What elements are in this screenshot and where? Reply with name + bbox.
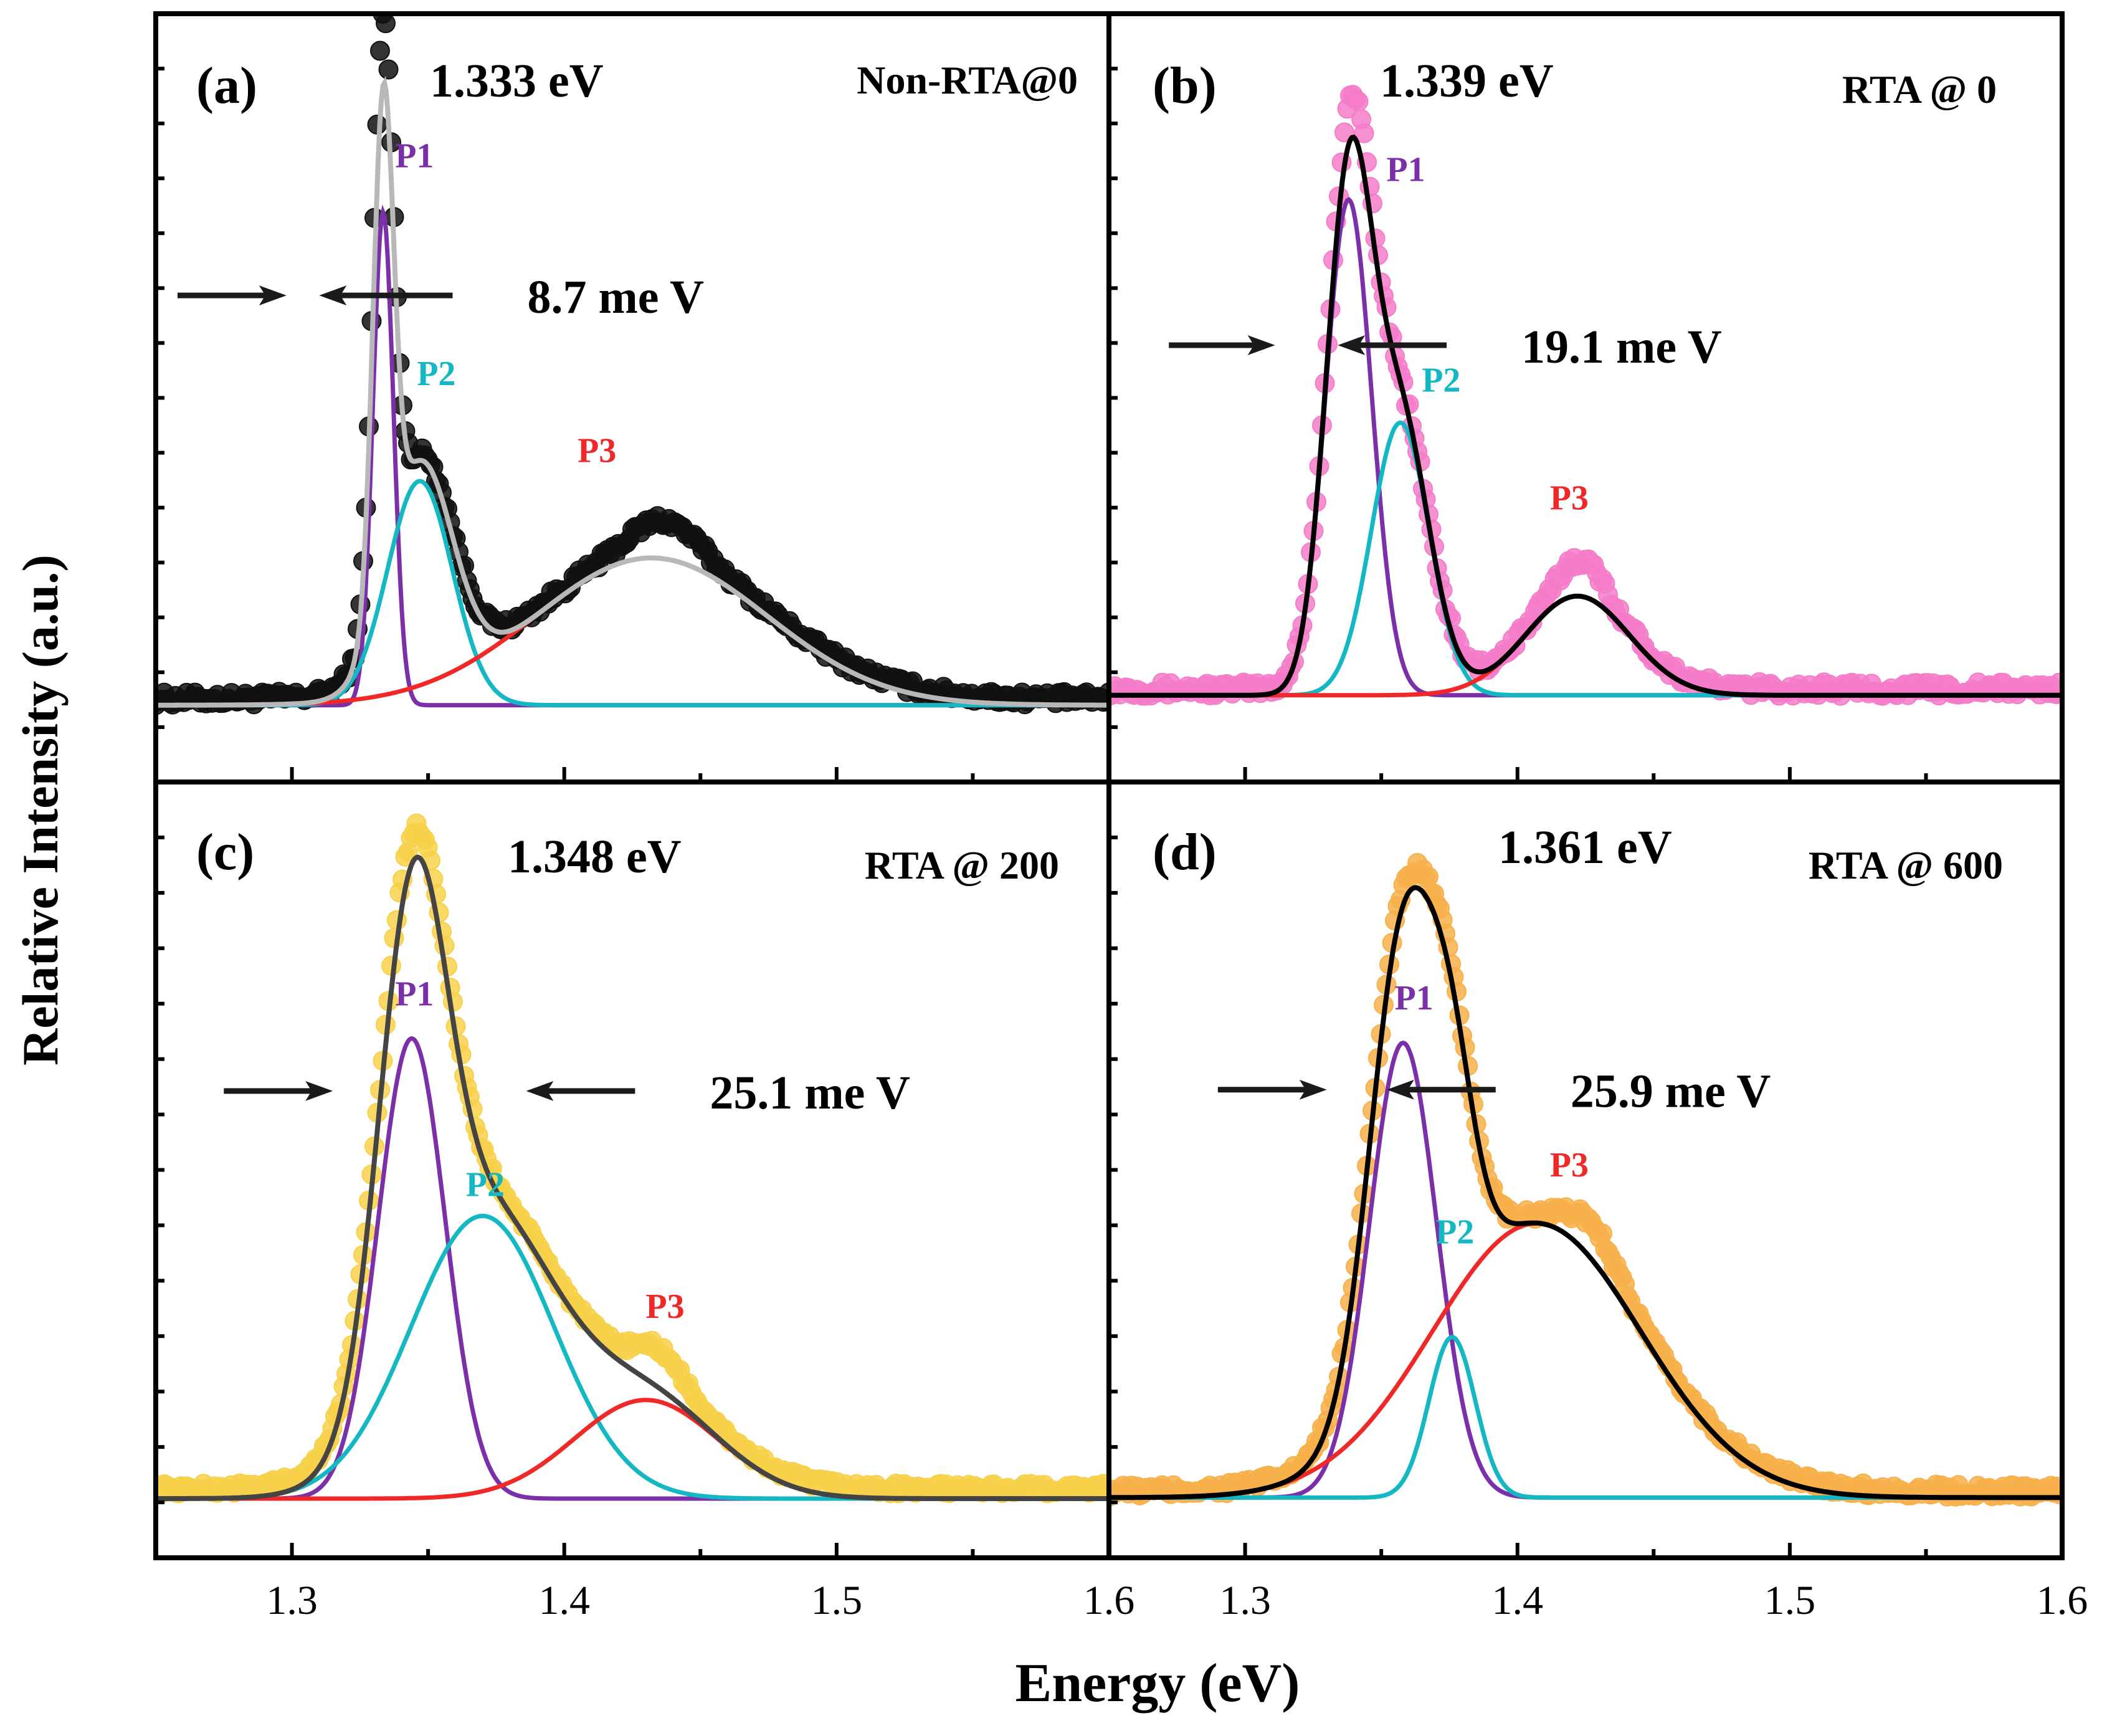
x-tick-label: 1.3 (1219, 1578, 1271, 1623)
condition-label: Non-RTA@0 (857, 58, 1078, 102)
x-tick-label: 1.5 (811, 1578, 863, 1623)
fit-line (156, 75, 1109, 708)
plot-area (156, 14, 1109, 715)
panels: P1 P2 P3 8.7 me V (a) 1.333 eV Non-RTA@0 P1 P2 P3… (153, 11, 2088, 1623)
y-axis-label: Relative Intensity (a.u.) (12, 555, 69, 1066)
arrow-head (526, 1080, 554, 1101)
peak-label-p1: P1 (1394, 979, 1433, 1018)
condition-label: RTA @ 200 (865, 843, 1059, 887)
data-point (376, 14, 396, 34)
data-point (378, 59, 399, 80)
panel-label: (c) (196, 823, 254, 881)
x-tick-label: 1.5 (1764, 1578, 1816, 1623)
fit-line (1109, 134, 2062, 698)
peak-label-p1: P1 (1386, 151, 1425, 189)
fwhm-arrows (1169, 335, 1447, 355)
arrow-head (1338, 335, 1366, 355)
arrow-head (259, 285, 287, 306)
peak-energy-label: 1.361 eV (1498, 821, 1672, 874)
panel-label: (b) (1153, 57, 1217, 115)
x-tick-label: 1.6 (1083, 1578, 1135, 1623)
x-tick-label: 1.3 (266, 1578, 318, 1623)
x-tick-label: 1.6 (2037, 1578, 2088, 1623)
data-point (1334, 122, 1354, 143)
peak-energy-label: 1.348 eV (508, 831, 682, 883)
data-point (1354, 123, 1374, 143)
plot-area (156, 813, 1109, 1504)
condition-label: RTA @ 600 (1809, 843, 2003, 887)
peak-label-p1: P1 (395, 975, 434, 1014)
peak-label-p2: P2 (1435, 1213, 1474, 1252)
peak-label-p2: P2 (466, 1166, 505, 1204)
x-tick-label: 1.4 (1491, 1578, 1543, 1623)
fit-line (1109, 885, 2062, 1500)
fwhm-arrows (177, 285, 453, 306)
y-ticks (156, 835, 164, 1505)
peak-label-p1: P1 (395, 137, 434, 176)
peak-label-p3: P3 (645, 1287, 684, 1326)
arrow-head (1299, 1079, 1327, 1100)
fwhm-value: 8.7 me V (527, 271, 704, 323)
panel-a: P1 P2 P3 8.7 me V (a) 1.333 eV Non-RTA@0 (153, 11, 1111, 785)
peak-energy-label: 1.333 eV (430, 55, 604, 107)
peak-label-p2: P2 (1422, 361, 1460, 400)
fit-line (156, 854, 1109, 1501)
plot-area (1109, 85, 2062, 706)
peak-label-p3: P3 (578, 431, 616, 470)
y-ticks (1109, 67, 1118, 729)
peak-label-p3: P3 (1550, 479, 1589, 518)
condition-label: RTA @ 0 (1842, 67, 1997, 112)
fwhm-value: 19.1 me V (1521, 321, 1722, 373)
arrow-head (1386, 1079, 1414, 1100)
data-point (370, 41, 390, 61)
arrow-head (1247, 335, 1275, 355)
fwhm-value: 25.1 me V (710, 1067, 910, 1119)
panel-label: (a) (196, 57, 257, 115)
y-ticks (156, 67, 164, 729)
fwhm-arrows (1217, 1079, 1496, 1100)
panel-d: 1.3 1.4 1.5 1.6 P1 P2 P3 25.9 me V (d) 1.361 eV RT… (1106, 780, 2088, 1623)
data-point (1348, 91, 1369, 112)
peak-label-p2: P2 (417, 355, 455, 393)
panel-b: P1 P2 P3 19.1 me V (b) 1.339 eV RTA @ 0 (1106, 11, 2065, 785)
x-ticks (1107, 1543, 2064, 1558)
x-tick-label: 1.4 (538, 1578, 590, 1623)
arrow-head (305, 1080, 333, 1101)
peak-energy-label: 1.339 eV (1380, 55, 1554, 107)
fwhm-value: 25.9 me V (1571, 1066, 1771, 1118)
arrow-head (319, 285, 347, 306)
y-ticks (1109, 835, 1118, 1505)
fwhm-arrows (224, 1080, 635, 1101)
peak-label-p3: P3 (1550, 1146, 1589, 1185)
plot-area (1109, 853, 2062, 1507)
x-axis-label: Energy (eV) (1015, 1653, 1300, 1714)
panel-label: (d) (1153, 823, 1217, 881)
